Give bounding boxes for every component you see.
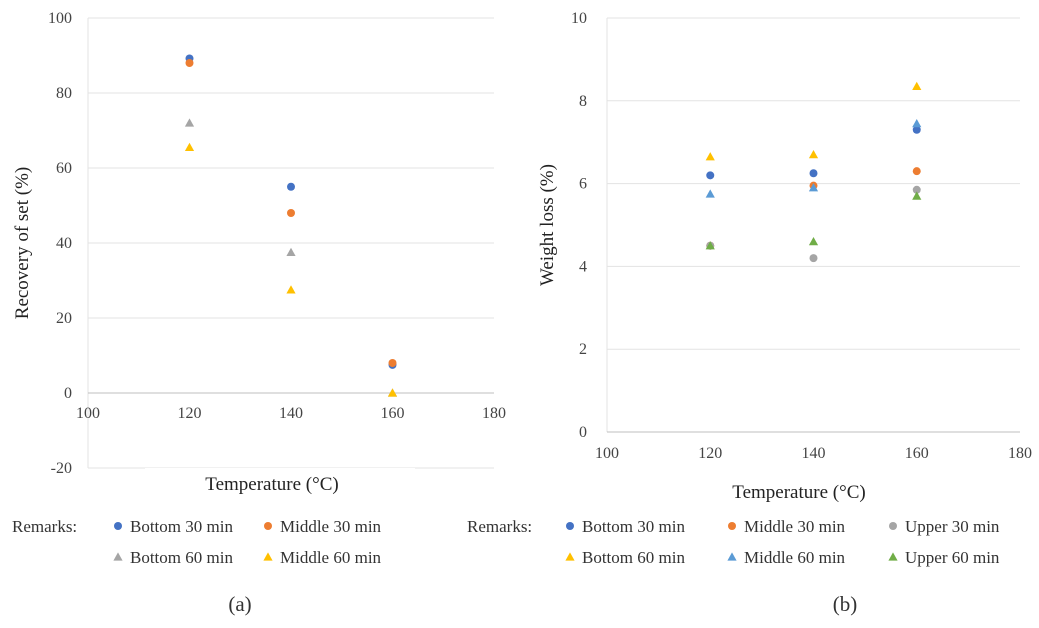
legend-marker — [888, 552, 898, 561]
data-point — [912, 191, 922, 200]
legend-marker — [264, 522, 272, 530]
x-tick-label: 160 — [381, 405, 405, 422]
y-tick-label: 40 — [56, 235, 72, 252]
data-point — [185, 59, 194, 67]
x-axis-title: Temperature (°C) — [205, 474, 338, 495]
y-tick-label: -20 — [51, 460, 72, 477]
legend: Remarks: Bottom 30 min Middle 30 min Bottom… — [12, 517, 382, 567]
x-axis-title: Temperature (°C) — [732, 482, 865, 503]
data-point — [912, 125, 921, 134]
axis-title-backdrop — [145, 468, 415, 496]
chart-recovery-of-set: -20 0 20 40 60 80 100 100 120 140 160 180 Temperatur… — [12, 10, 506, 616]
x-tick-label: 180 — [1008, 445, 1032, 462]
y-tick-label: 80 — [56, 85, 72, 102]
data-point — [808, 150, 819, 159]
y-tick-label: 6 — [579, 176, 587, 193]
data-point — [388, 359, 397, 367]
legend: Remarks: Bottom 30 min Middle 30 min Upper … — [467, 517, 1000, 567]
y-tick-label: 4 — [579, 258, 587, 275]
data-point — [287, 182, 295, 191]
x-tick-label: 120 — [698, 445, 722, 462]
y-tick-label: 2 — [579, 341, 587, 358]
x-tick-label: 100 — [76, 405, 100, 422]
y-tick-label: 0 — [64, 385, 72, 402]
legend-label: Bottom 30 min — [582, 517, 685, 536]
data-point — [705, 241, 715, 250]
x-tick-label: 180 — [482, 405, 506, 422]
x-tick-label: 160 — [905, 445, 929, 462]
data-point — [808, 183, 819, 192]
legend-marker — [114, 522, 122, 530]
data-point — [705, 152, 715, 161]
data-point — [912, 185, 921, 194]
legend-label: Bottom 30 min — [130, 517, 233, 536]
legend-label: Middle 30 min — [280, 517, 382, 536]
legend-label: Middle 60 min — [280, 548, 382, 567]
legend-marker — [728, 522, 736, 530]
data-point — [286, 285, 296, 294]
y-tick-label: 10 — [571, 10, 587, 27]
legend-marker — [263, 552, 273, 561]
data-point — [912, 118, 922, 128]
x-tick-label: 100 — [595, 445, 619, 462]
legend-marker — [113, 552, 123, 561]
data-point — [809, 254, 818, 263]
legend-label: Middle 60 min — [744, 548, 846, 567]
data-point — [387, 388, 398, 397]
y-axis-title: Weight loss (%) — [537, 164, 558, 286]
legend-label: Middle 30 min — [744, 517, 846, 536]
x-tick-label: 140 — [279, 405, 303, 422]
panel-caption: (b) — [833, 592, 858, 616]
panel-caption: (a) — [228, 592, 251, 616]
chart-weight-loss: 0 2 4 6 8 10 100 120 140 160 180 Temperature (°C) We… — [467, 10, 1032, 616]
legend-marker — [889, 522, 897, 530]
data-point — [287, 209, 295, 217]
y-tick-label: 0 — [579, 424, 587, 441]
y-tick-label: 20 — [56, 310, 72, 327]
data-point — [912, 81, 922, 90]
legend-marker — [565, 552, 575, 561]
data-point — [809, 169, 818, 178]
legend-title: Remarks: — [467, 517, 532, 536]
legend-label: Upper 30 min — [905, 517, 1000, 536]
data-point — [184, 142, 195, 152]
data-point — [286, 247, 296, 257]
legend-label: Bottom 60 min — [582, 548, 685, 567]
data-point — [705, 189, 715, 198]
x-tick-label: 140 — [802, 445, 826, 462]
legend-label: Bottom 60 min — [130, 548, 233, 567]
data-point — [184, 118, 195, 127]
legend-label: Upper 60 min — [905, 548, 1000, 567]
legend-marker — [727, 552, 737, 561]
data-point — [706, 171, 715, 180]
data-point — [808, 236, 819, 246]
y-tick-label: 100 — [48, 10, 72, 27]
y-tick-label: 60 — [56, 160, 72, 177]
legend-title: Remarks: — [12, 517, 77, 536]
y-axis-title: Recovery of set (%) — [12, 167, 33, 319]
legend-marker — [566, 522, 574, 530]
x-tick-label: 120 — [178, 405, 202, 422]
y-tick-label: 8 — [579, 93, 587, 110]
data-point — [912, 167, 921, 176]
